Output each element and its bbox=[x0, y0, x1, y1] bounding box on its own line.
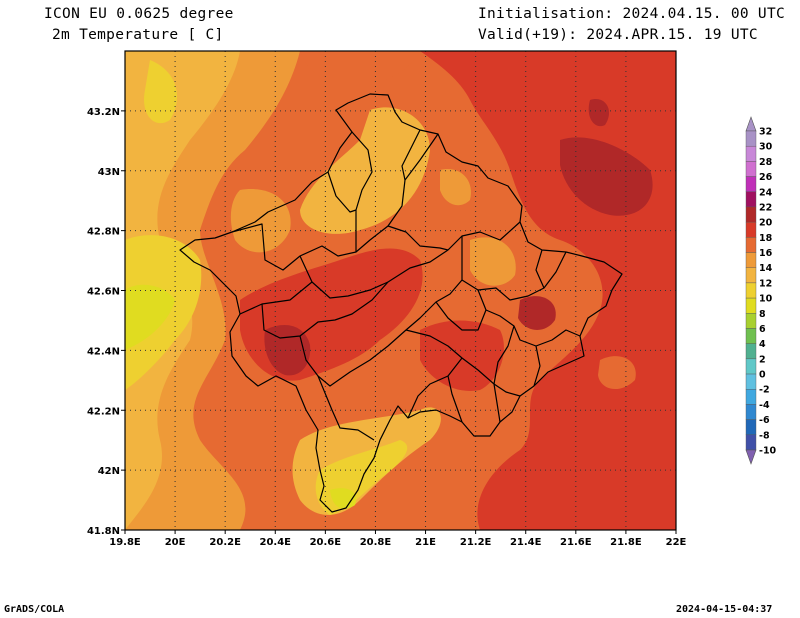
colorbar-label: 10 bbox=[759, 294, 773, 305]
lon-tick-label: 21E bbox=[415, 537, 436, 548]
longitude-axis: 19.8E 20E 20.2E 20.4E 20.6E 20.8E 21E 21.2E 21.4… bbox=[109, 530, 687, 548]
lon-tick-label: 21.4E bbox=[510, 537, 542, 548]
colorbar-label: -10 bbox=[759, 446, 777, 457]
colorbar-label: -6 bbox=[759, 415, 770, 426]
colorbar-label: 20 bbox=[759, 218, 773, 229]
lon-tick-label: 21.8E bbox=[610, 537, 642, 548]
colorbar-label: 2 bbox=[759, 354, 766, 365]
lat-tick-label: 43.2N bbox=[87, 107, 120, 118]
colorbar-swatch bbox=[745, 221, 757, 238]
lat-tick-label: 42.8N bbox=[87, 227, 120, 238]
colorbar-swatch bbox=[745, 130, 757, 147]
colorbar-swatch bbox=[745, 434, 757, 451]
colorbar-swatch bbox=[745, 343, 757, 360]
lat-tick-label: 42.2N bbox=[87, 406, 120, 417]
colorbar-swatch bbox=[745, 267, 757, 284]
colorbar-label: 22 bbox=[759, 202, 772, 213]
colorbar-label: 32 bbox=[759, 127, 772, 138]
colorbar-label: 16 bbox=[759, 248, 773, 259]
colorbar-label: 28 bbox=[759, 157, 773, 168]
colorbar-swatch bbox=[745, 358, 757, 375]
colorbar-swatch bbox=[745, 373, 757, 390]
lat-tick-label: 42.4N bbox=[87, 346, 120, 357]
lat-tick-label: 42N bbox=[98, 466, 120, 477]
latitude-axis: 43.2N 43N 42.8N 42.6N 42.4N 42.2N 42N 41.8N bbox=[87, 107, 125, 537]
colorbar-swatch bbox=[745, 191, 757, 208]
variable-title: 2m Temperature [ C] bbox=[52, 27, 224, 43]
lon-tick-label: 20.8E bbox=[360, 537, 392, 548]
model-title: ICON EU 0.0625 degree bbox=[44, 6, 234, 22]
lon-tick-label: 21.6E bbox=[560, 537, 592, 548]
lon-tick-label: 22E bbox=[666, 537, 687, 548]
colorbar-swatch bbox=[745, 252, 757, 268]
lon-tick-label: 20.4E bbox=[260, 537, 292, 548]
lon-tick-label: 20.2E bbox=[209, 537, 241, 548]
colorbar-label: 18 bbox=[759, 233, 773, 244]
lat-tick-label: 42.6N bbox=[87, 287, 120, 298]
colorbar-swatch bbox=[745, 404, 757, 420]
lon-tick-label: 20.6E bbox=[310, 537, 342, 548]
colorbar-swatch bbox=[745, 389, 757, 405]
lat-tick-label: 41.8N bbox=[87, 526, 120, 537]
colorbar-label: 26 bbox=[759, 172, 773, 183]
colorbar-swatch bbox=[745, 145, 757, 162]
lat-tick-label: 43N bbox=[98, 167, 120, 178]
colorbar-swatch bbox=[745, 282, 757, 299]
colorbar-label: 12 bbox=[759, 278, 772, 289]
colorbar-swatch bbox=[745, 328, 757, 344]
colorbar-swatch bbox=[745, 313, 757, 329]
colorbar-swatch bbox=[745, 297, 757, 314]
colorbar-label: -8 bbox=[759, 430, 770, 441]
colorbar-swatch bbox=[745, 176, 757, 192]
colorbar-label: 24 bbox=[759, 187, 773, 198]
credit-label: GrADS/COLA bbox=[4, 604, 65, 615]
admin-borders bbox=[179, 93, 623, 513]
timestamp-label: 2024-04-15-04:37 bbox=[676, 604, 773, 615]
valid-time: Valid(+19): 2024.APR.15. 19 UTC bbox=[478, 27, 758, 43]
colorbar-label: -4 bbox=[759, 400, 770, 411]
colorbar-label: 14 bbox=[759, 263, 773, 274]
colorbar-swatch bbox=[745, 419, 757, 436]
lon-tick-label: 21.2E bbox=[460, 537, 492, 548]
colorbar-label: 8 bbox=[759, 309, 766, 320]
colorbar-label: 0 bbox=[759, 370, 766, 381]
lon-tick-label: 20E bbox=[165, 537, 186, 548]
init-time: Initialisation: 2024.04.15. 00 UTC bbox=[478, 6, 786, 22]
colorbar-label: -2 bbox=[759, 385, 770, 396]
colorbar-bottom-arrow bbox=[745, 449, 757, 465]
colorbar-label: 4 bbox=[759, 339, 766, 350]
lon-tick-label: 19.8E bbox=[109, 537, 141, 548]
colorbar-swatch bbox=[745, 206, 757, 223]
colorbar-label: 30 bbox=[759, 142, 773, 153]
colorbar-swatch bbox=[745, 161, 757, 177]
colorbar-swatch bbox=[745, 237, 757, 253]
colorbar-label: 6 bbox=[759, 324, 766, 335]
colorbar-top-arrow bbox=[745, 116, 757, 132]
